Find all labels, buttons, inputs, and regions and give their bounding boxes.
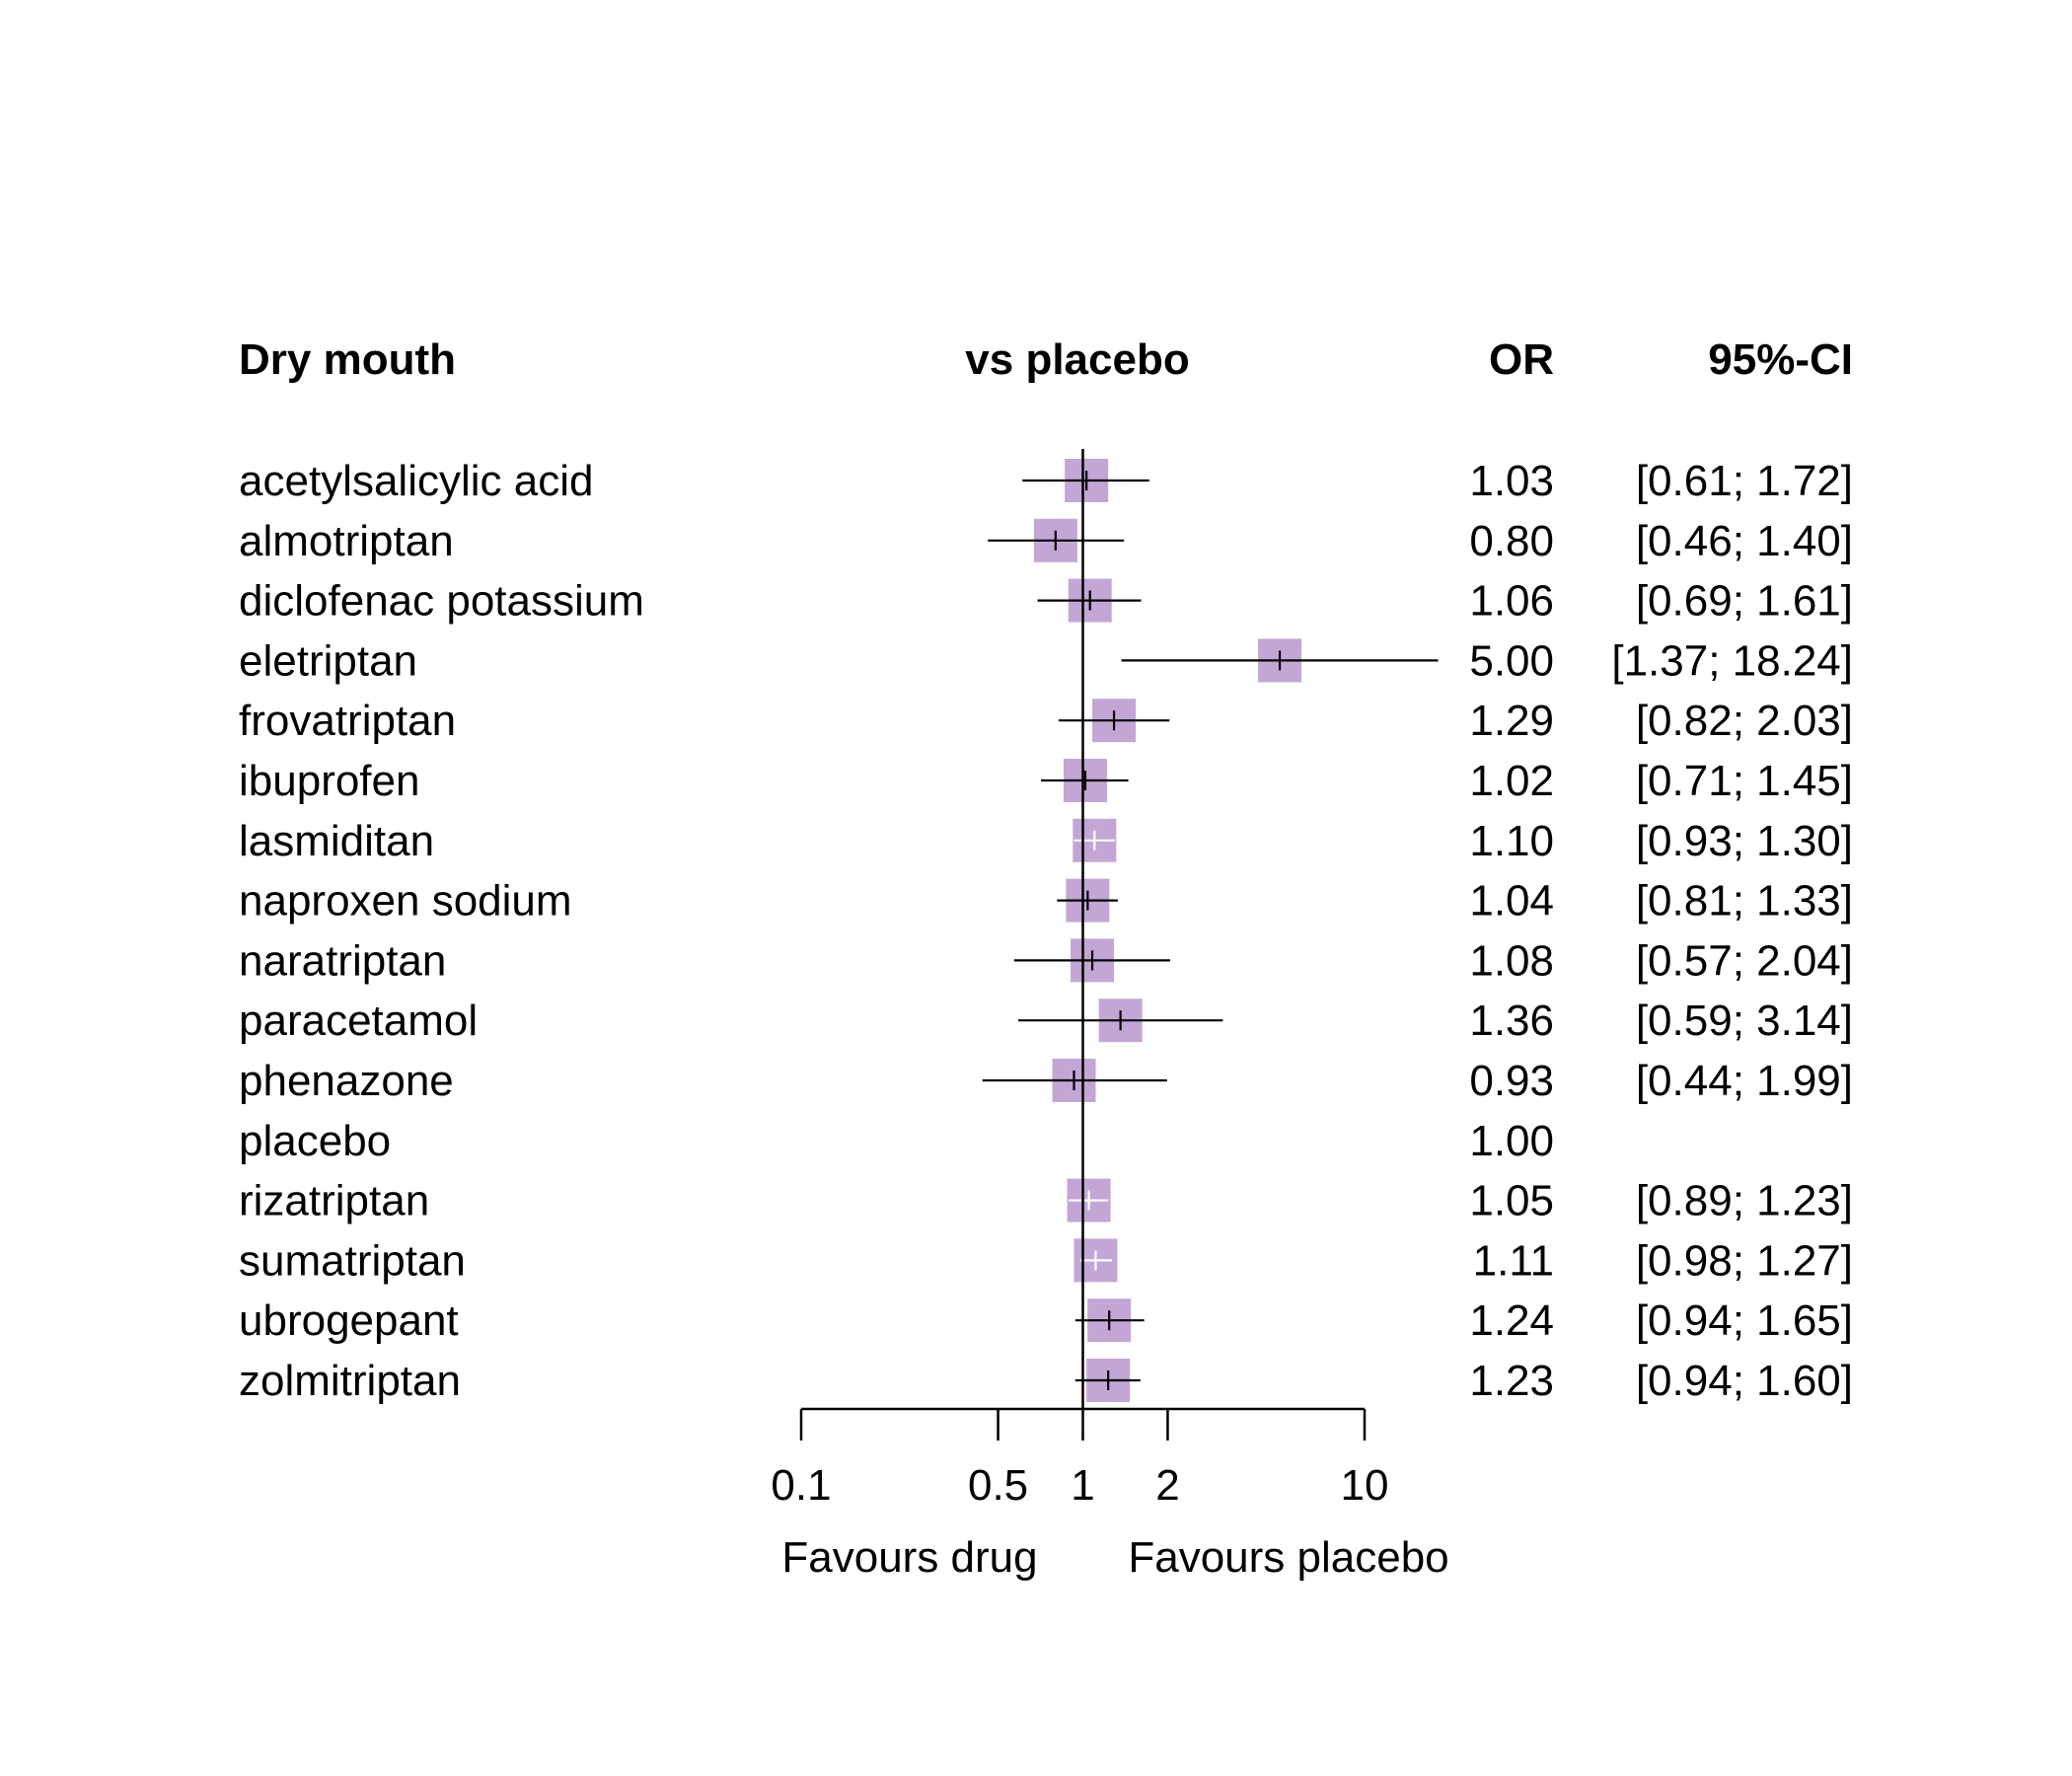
row-label: sumatriptan <box>239 1236 466 1285</box>
study-row: frovatriptan 1.29 [0.82; 2.03] <box>239 697 1853 745</box>
row-label: almotriptan <box>239 517 454 565</box>
study-rows: acetylsalicylic acid 1.03 [0.61; 1.72] almo… <box>239 457 1853 1405</box>
study-row: eletriptan 5.00 [1.37; 18.24] <box>239 636 1853 685</box>
row-label: rizatriptan <box>239 1177 429 1225</box>
row-label: naproxen sodium <box>239 877 572 925</box>
column-headers: Dry mouth vs placebo OR 95%-CI <box>239 335 1853 384</box>
row-label: naratriptan <box>239 936 446 985</box>
ci-value: [0.94; 1.60] <box>1636 1357 1853 1405</box>
row-label: ibuprofen <box>239 757 419 805</box>
ci-value: [0.71; 1.45] <box>1636 757 1853 805</box>
or-value: 1.00 <box>1469 1117 1554 1165</box>
row-label: zolmitriptan <box>239 1357 461 1405</box>
or-value: 1.24 <box>1469 1296 1554 1345</box>
study-row: naproxen sodium 1.04 [0.81; 1.33] <box>239 877 1853 925</box>
x-axis: 0.1 0.5 1 2 10 <box>771 1407 1389 1510</box>
favours-placebo-label: Favours placebo <box>1128 1533 1448 1582</box>
ci-value: [0.44; 1.99] <box>1636 1057 1853 1105</box>
ci-value: [0.46; 1.40] <box>1636 517 1853 565</box>
or-value: 1.02 <box>1469 757 1554 805</box>
row-label: ubrogepant <box>239 1296 459 1345</box>
row-label: lasmiditan <box>239 817 434 865</box>
ci-value: [0.59; 3.14] <box>1636 997 1853 1045</box>
ci-value: [0.89; 1.23] <box>1636 1177 1853 1225</box>
study-row: phenazone 0.93 [0.44; 1.99] <box>239 1057 1853 1105</box>
study-row: lasmiditan 1.10 [0.93; 1.30] <box>239 817 1853 865</box>
study-row: acetylsalicylic acid 1.03 [0.61; 1.72] <box>239 457 1853 505</box>
header-estimate: OR <box>1489 335 1554 384</box>
axis-tick-label: 1 <box>1071 1461 1094 1510</box>
or-value: 1.11 <box>1473 1236 1554 1285</box>
ci-value: [0.81; 1.33] <box>1636 877 1853 925</box>
ci-value: [0.57; 2.04] <box>1636 936 1853 985</box>
study-row: naratriptan 1.08 [0.57; 2.04] <box>239 936 1853 985</box>
axis-tick-label: 0.1 <box>771 1461 831 1510</box>
or-value: 5.00 <box>1469 636 1554 685</box>
or-value: 1.29 <box>1469 697 1554 745</box>
favours-drug-label: Favours drug <box>781 1533 1037 1582</box>
ci-value: [0.82; 2.03] <box>1636 697 1853 745</box>
row-label: frovatriptan <box>239 697 456 745</box>
ci-value: [0.61; 1.72] <box>1636 457 1853 505</box>
study-row: rizatriptan 1.05 [0.89; 1.23] <box>239 1177 1853 1225</box>
row-label: phenazone <box>239 1057 454 1105</box>
or-value: 1.08 <box>1469 936 1554 985</box>
study-row: diclofenac potassium 1.06 [0.69; 1.61] <box>239 577 1853 626</box>
header-title: Dry mouth <box>239 335 456 384</box>
study-row: paracetamol 1.36 [0.59; 3.14] <box>239 997 1853 1045</box>
or-value: 1.10 <box>1469 817 1554 865</box>
row-label: acetylsalicylic acid <box>239 457 593 505</box>
study-row: ubrogepant 1.24 [0.94; 1.65] <box>239 1296 1853 1345</box>
study-row: sumatriptan 1.11 [0.98; 1.27] <box>239 1236 1853 1285</box>
or-value: 1.36 <box>1469 997 1554 1045</box>
axis-tick-label: 2 <box>1155 1461 1179 1510</box>
header-interval: 95%-CI <box>1708 335 1853 384</box>
study-row: zolmitriptan 1.23 [0.94; 1.60] <box>239 1357 1853 1405</box>
ci-value: [0.69; 1.61] <box>1636 577 1853 626</box>
row-label: eletriptan <box>239 636 417 685</box>
or-value: 1.06 <box>1469 577 1554 626</box>
or-value: 0.93 <box>1469 1057 1554 1105</box>
axis-tick-label: 10 <box>1341 1461 1389 1510</box>
or-value: 1.05 <box>1469 1177 1554 1225</box>
ci-value: [0.94; 1.65] <box>1636 1296 1853 1345</box>
study-row: almotriptan 0.80 [0.46; 1.40] <box>239 517 1853 565</box>
ci-value: [0.93; 1.30] <box>1636 817 1853 865</box>
or-value: 1.03 <box>1469 457 1554 505</box>
study-row: placebo 1.00 <box>239 1117 1554 1165</box>
row-label: diclofenac potassium <box>239 577 644 626</box>
or-value: 0.80 <box>1469 517 1554 565</box>
axis-tick-label: 0.5 <box>968 1461 1028 1510</box>
or-value: 1.04 <box>1469 877 1554 925</box>
header-comparison: vs placebo <box>965 335 1189 384</box>
ci-value: [0.98; 1.27] <box>1636 1236 1853 1285</box>
row-label: paracetamol <box>239 997 478 1045</box>
row-label: placebo <box>239 1117 391 1165</box>
study-row: ibuprofen 1.02 [0.71; 1.45] <box>239 757 1853 805</box>
ci-value: [1.37; 18.24] <box>1611 636 1853 685</box>
or-value: 1.23 <box>1469 1357 1554 1405</box>
